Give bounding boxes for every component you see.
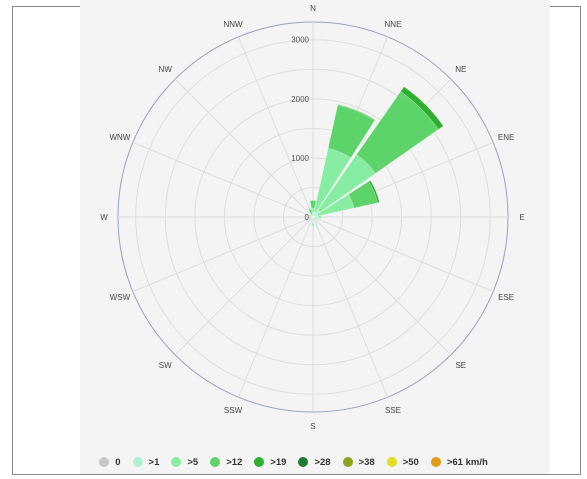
direction-label-WNW: WNW xyxy=(109,133,130,142)
sector-S-1 xyxy=(311,216,315,225)
legend-marker xyxy=(132,457,143,467)
radial-tick-label: 0 xyxy=(305,213,310,222)
grid-spoke xyxy=(132,216,314,293)
sector-ESE-5 xyxy=(315,217,318,220)
direction-label-N: N xyxy=(310,4,316,13)
legend: 0 >1 >5 >12 >19 >28 >38 >50 >61 km/h xyxy=(0,452,587,472)
grid-spoke xyxy=(237,216,314,398)
radial-tick-labels: 0 1000 2000 3000 xyxy=(291,36,309,222)
sector-SE-5 xyxy=(314,218,316,220)
direction-label-S: S xyxy=(310,422,315,431)
legend-label: >50 xyxy=(402,456,419,468)
legend-item[interactable]: >28 xyxy=(298,456,331,468)
legend-item[interactable]: >5 xyxy=(171,457,198,468)
sector-NNE-5 xyxy=(313,148,352,213)
legend-label: >61 km/h xyxy=(446,456,488,468)
sector-SSE-5 xyxy=(313,218,315,220)
legend-marker xyxy=(99,457,110,467)
grid-spoke xyxy=(312,216,389,398)
legend-marker xyxy=(171,457,182,467)
grid-spoke xyxy=(237,36,314,218)
legend-label: 0 xyxy=(115,456,121,468)
radial-tick-label: 1000 xyxy=(291,154,309,163)
grid-spoke xyxy=(312,216,452,356)
sector-NNE-19 xyxy=(337,104,376,121)
grid-spoke xyxy=(312,216,494,293)
sector-N-12 xyxy=(309,200,317,209)
legend-item[interactable]: >61 km/h xyxy=(430,456,488,468)
legend-label: >38 xyxy=(358,456,375,468)
grid-spoke xyxy=(132,141,314,218)
legend-marker xyxy=(210,457,221,467)
legend-label: >28 xyxy=(314,456,331,468)
sector-E-5 xyxy=(317,215,322,219)
direction-label-NE: NE xyxy=(455,65,466,74)
polar-grid xyxy=(117,21,509,413)
legend-item[interactable]: >1 xyxy=(132,456,160,468)
radial-tick-label: 3000 xyxy=(291,36,309,45)
direction-label-NNW: NNW xyxy=(223,20,243,29)
legend-marker xyxy=(386,457,397,467)
direction-label-SW: SW xyxy=(159,361,172,370)
legend-item[interactable]: >50 xyxy=(386,456,419,468)
direction-label-SSE: SSE xyxy=(385,406,401,415)
direction-label-E: E xyxy=(519,213,524,222)
legend-item[interactable]: >19 xyxy=(254,457,286,468)
direction-label-ESE: ESE xyxy=(498,293,514,302)
sector-N-5 xyxy=(311,207,315,214)
direction-label-NNE: NNE xyxy=(385,20,402,29)
sector-ENE-12 xyxy=(348,181,378,209)
legend-marker xyxy=(342,457,353,467)
sector-SE-1 xyxy=(312,216,316,220)
plot-background xyxy=(80,0,550,474)
sector-SW-5 xyxy=(310,217,313,220)
legend-item[interactable]: >12 xyxy=(210,457,242,468)
direction-label-NW: NW xyxy=(159,65,173,74)
direction-label-ENE: ENE xyxy=(498,133,514,142)
direction-label-SE: SE xyxy=(455,361,466,370)
direction-labels: N NNE NE ENE E ESE SE SSE S SSW SW WSW W WNW NW NNW xyxy=(100,4,524,431)
sector-NNW-12 xyxy=(308,208,313,215)
legend-marker xyxy=(254,457,265,467)
direction-label-WSW: WSW xyxy=(110,293,131,302)
direction-label-W: W xyxy=(100,213,108,222)
sector-NNW-5 xyxy=(311,213,314,217)
sector-NW-5 xyxy=(311,215,313,217)
direction-label-SSW: SSW xyxy=(224,406,243,415)
radial-tick-label: 2000 xyxy=(291,95,309,104)
grid-spoke xyxy=(174,78,314,218)
sector-NE-19 xyxy=(400,86,444,130)
legend-label: >19 xyxy=(270,456,287,468)
legend-marker xyxy=(298,457,309,467)
sector-WNW-5 xyxy=(310,215,313,218)
sector-SSW-5 xyxy=(311,218,313,221)
legend-label: >1 xyxy=(148,456,160,468)
legend-label: >5 xyxy=(187,456,199,468)
sector-S-5 xyxy=(311,223,315,227)
legend-marker xyxy=(430,457,441,467)
grid-spoke xyxy=(174,216,314,356)
wind-sectors xyxy=(308,86,444,227)
legend-item[interactable]: >38 xyxy=(342,456,375,468)
sector-W-5 xyxy=(310,216,312,218)
sector-WSW-5 xyxy=(310,216,313,219)
legend-label: >12 xyxy=(226,456,243,468)
sector-ENE-19 xyxy=(368,180,380,204)
legend-item[interactable]: 0 xyxy=(99,456,121,468)
